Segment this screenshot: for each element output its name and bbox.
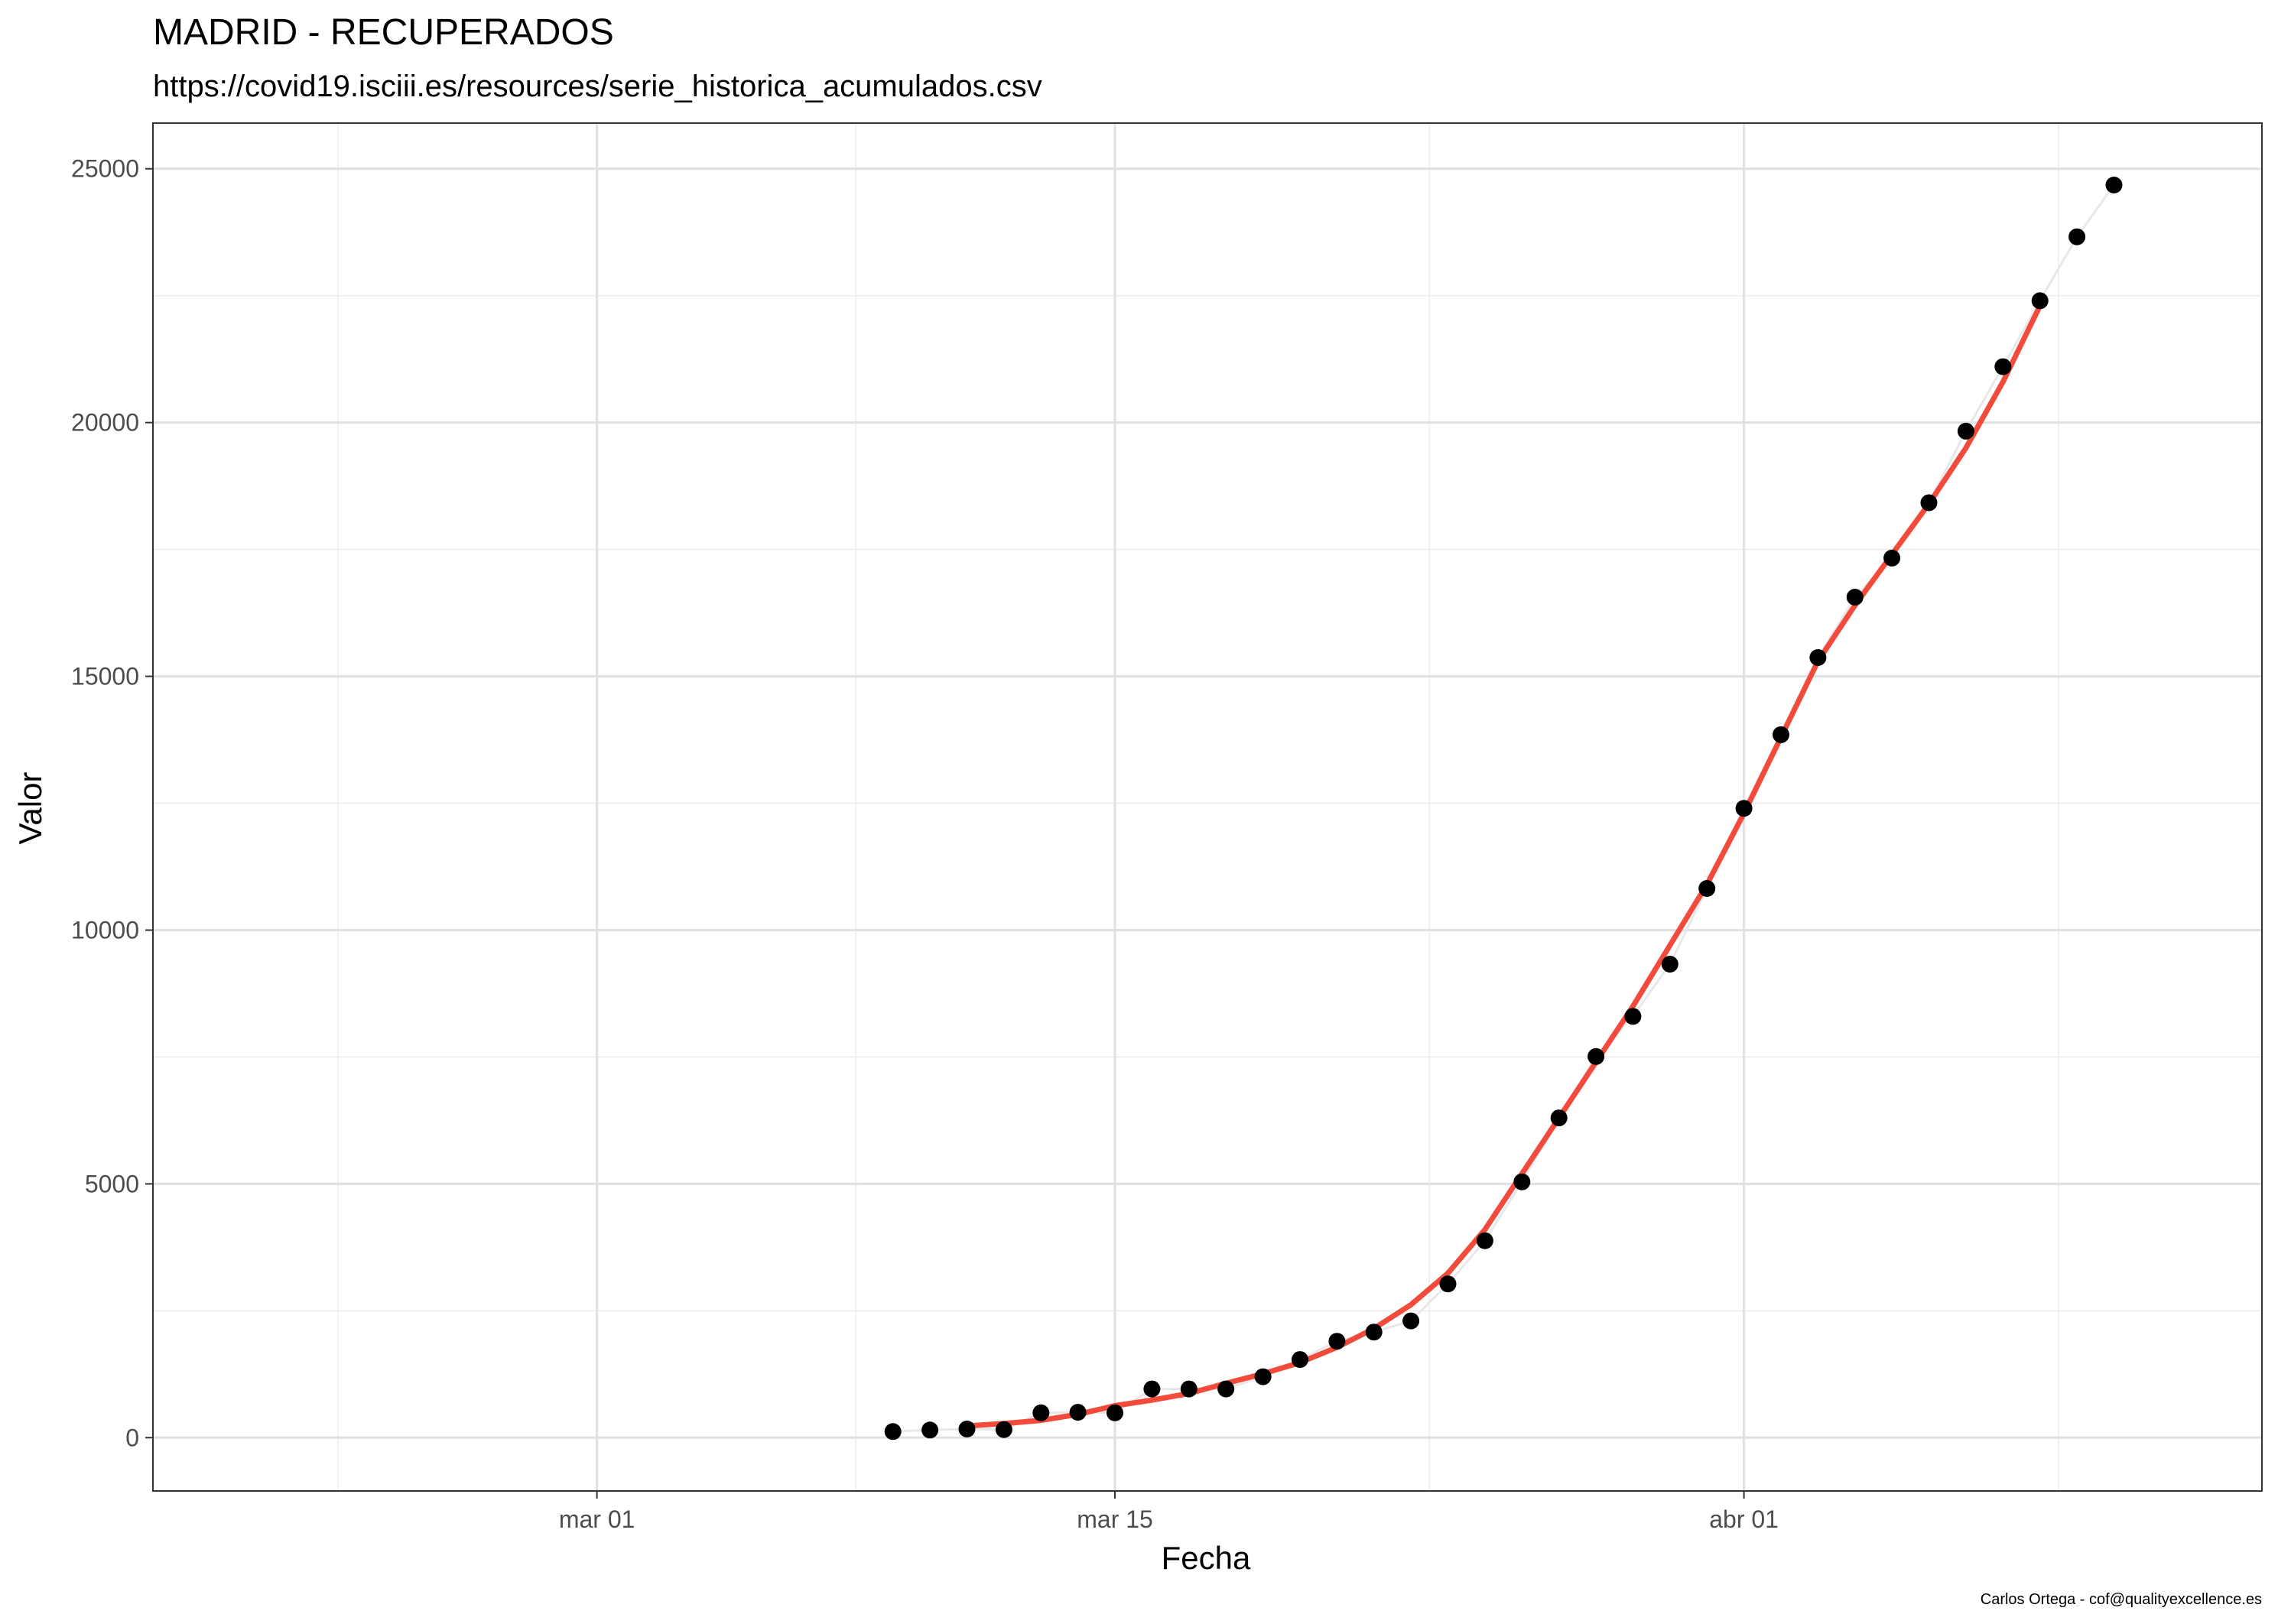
chart-title: MADRID - RECUPERADOS [153,12,614,53]
data-point [1735,800,1753,817]
data-point [1254,1368,1272,1385]
x-tick-label: mar 01 [559,1505,635,1533]
data-point [995,1421,1012,1438]
data-point [1809,649,1827,666]
data-point [1661,956,1678,973]
series-layer [884,177,2123,1440]
caption: Carlos Ortega - cof@qualityexcellence.es [1981,1591,2262,1608]
data-point [1624,1008,1642,1025]
y-tick-label: 20000 [71,409,139,437]
data-point [1402,1312,1420,1330]
y-tick-label: 15000 [71,663,139,690]
x-tick-label: mar 15 [1077,1505,1153,1533]
data-point [2105,177,2123,193]
data-point [1143,1380,1161,1398]
data-point [1180,1380,1197,1398]
data-point [1513,1173,1531,1190]
data-point [1107,1404,1123,1421]
data-point [1439,1275,1457,1293]
data-point [1550,1109,1568,1127]
data-point [2031,292,2049,310]
data-point [1476,1232,1493,1249]
y-axis-title: Valor [12,772,48,845]
data-point [958,1421,976,1437]
data-point [921,1421,939,1439]
x-tick-label: abr 01 [1709,1505,1779,1533]
data-point [1920,494,1938,512]
y-tick-label: 10000 [71,916,139,944]
x-axis: mar 01 mar 15 abr 01 [559,1491,1779,1533]
data-point [1032,1404,1050,1421]
y-tick-label: 0 [125,1424,139,1451]
data-connector-line [892,184,2115,1433]
data-point [1292,1351,1308,1369]
x-axis-title: Fecha [1162,1540,1251,1576]
data-point [884,1423,902,1440]
data-point [1773,726,1789,743]
data-point [1217,1380,1235,1398]
data-point [1587,1047,1605,1065]
data-point [1846,589,1864,606]
fitted-trend-line [964,303,2043,1429]
y-tick-label: 25000 [71,155,139,183]
data-point [2068,228,2086,245]
minor-gridlines [153,123,2262,1491]
major-gridlines [153,123,2262,1491]
data-point [1365,1324,1383,1341]
data-point [1994,358,2012,375]
data-point [1883,549,1901,567]
data-point [1328,1333,1346,1350]
data-point [1957,422,1974,440]
data-point [1698,880,1716,897]
chart-subtitle: https://covid19.isciii.es/resources/seri… [153,70,1042,103]
data-point [1069,1404,1087,1421]
y-axis: 0 5000 10000 15000 20000 25000 [71,155,153,1451]
plot-panel-border [152,122,2263,1492]
y-tick-label: 5000 [85,1170,139,1197]
